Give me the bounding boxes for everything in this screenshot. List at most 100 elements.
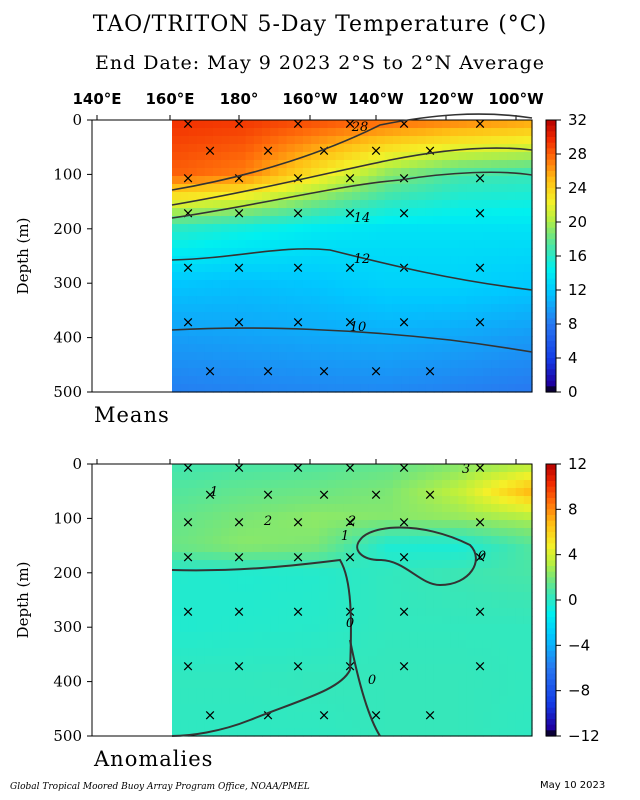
anomalies-cell: [343, 536, 353, 545]
means-cell: [212, 312, 222, 321]
anomalies-cell: [311, 656, 320, 665]
anomalies-cell: [221, 712, 230, 721]
means-cell: [237, 176, 247, 185]
anomalies-cell: [450, 560, 459, 569]
anomalies-cell: [376, 728, 386, 737]
means-cell: [237, 296, 247, 305]
anomalies-cell: [409, 656, 419, 665]
means-cell: [474, 208, 484, 217]
anomalies-cell: [433, 632, 443, 641]
anomalies-cell: [450, 552, 459, 561]
means-cell: [466, 264, 476, 273]
means-cell: [327, 376, 337, 385]
anomalies-cell: [343, 560, 353, 569]
anomalies-cell: [262, 504, 271, 513]
chart-subtitle: End Date: May 9 2023 2°S to 2°N Average: [94, 52, 546, 74]
anomalies-cell: [425, 704, 435, 713]
anomalies-cell: [368, 672, 378, 681]
means-cell: [491, 192, 500, 201]
means-cell: [417, 344, 427, 353]
anomalies-cell: [253, 728, 263, 737]
anomalies-cell: [188, 592, 198, 601]
anomalies-cell: [417, 576, 427, 585]
means-cell: [294, 296, 304, 305]
anomalies-cell: [196, 568, 206, 577]
anomalies-cell: [442, 560, 451, 569]
anomalies-cell: [376, 584, 386, 593]
anomalies-cell: [343, 600, 353, 609]
means-cell: [302, 384, 312, 393]
means-cell: [335, 224, 345, 233]
anomalies-cell: [474, 600, 484, 609]
anomalies-colorbar-swatch: [546, 498, 556, 505]
means-cell: [425, 200, 435, 209]
anomalies-cell: [507, 560, 517, 569]
anomalies-cell: [499, 472, 509, 481]
means-cell: [515, 312, 525, 321]
means-cell: [172, 344, 181, 353]
means-cell: [212, 304, 222, 313]
anomalies-cell: [360, 648, 369, 657]
anomalies-cell: [204, 696, 214, 705]
means-cell: [180, 360, 189, 369]
means-cell: [523, 168, 533, 177]
means-cell: [491, 344, 500, 353]
anomalies-cell: [523, 536, 533, 545]
means-cell: [188, 264, 198, 273]
means-cell: [188, 328, 198, 337]
means-cell: [442, 248, 451, 257]
anomalies-cell: [302, 704, 312, 713]
anomalies-cell: [253, 496, 263, 505]
means-cell: [229, 136, 239, 145]
anomalies-cell: [360, 624, 369, 633]
means-cell: [221, 368, 230, 377]
means-cell: [384, 288, 394, 297]
anomalies-cell: [499, 688, 509, 697]
means-cell: [523, 256, 533, 265]
means-buoy-marker: ×: [233, 204, 246, 222]
anomalies-cell: [458, 656, 468, 665]
means-cell: [425, 280, 435, 289]
anomalies-cell: [196, 504, 206, 513]
anomalies-cell: [196, 584, 206, 593]
means-cell: [401, 352, 410, 361]
means-cell: [450, 296, 459, 305]
means-cell: [294, 304, 304, 313]
means-cell: [278, 232, 288, 241]
means-cell: [458, 304, 468, 313]
anomalies-cell: [204, 552, 214, 561]
anomalies-cell: [343, 528, 353, 537]
means-cell: [491, 264, 500, 273]
means-cell: [352, 360, 361, 369]
anomalies-cell: [262, 640, 271, 649]
anomalies-cell: [458, 496, 468, 505]
means-cell: [368, 264, 378, 273]
means-cell: [204, 288, 214, 297]
means-cell: [376, 152, 386, 161]
means-cell: [491, 248, 500, 257]
means-cell: [384, 248, 394, 257]
means-cell: [376, 160, 386, 169]
means-cell: [360, 240, 369, 249]
anomalies-cell: [237, 504, 247, 513]
means-cell: [507, 376, 517, 385]
means-cell: [212, 160, 222, 169]
anomalies-cell: [180, 552, 189, 561]
means-cell: [352, 152, 361, 161]
means-cell: [450, 272, 459, 281]
anomalies-cell: [343, 592, 353, 601]
means-cell: [433, 128, 443, 137]
means-cell: [229, 368, 239, 377]
anomalies-cell: [302, 520, 312, 529]
anomalies-cell: [237, 680, 247, 689]
anomalies-cell: [335, 656, 345, 665]
means-cell: [262, 256, 271, 265]
anomalies-cell: [507, 520, 517, 529]
means-cell: [212, 368, 222, 377]
means-y-tick-label: 500: [53, 383, 82, 401]
means-buoy-marker: ×: [344, 313, 357, 331]
means-cell: [450, 168, 459, 177]
anomalies-cell: [245, 576, 255, 585]
anomalies-cell: [196, 688, 206, 697]
means-cell: [474, 384, 484, 393]
